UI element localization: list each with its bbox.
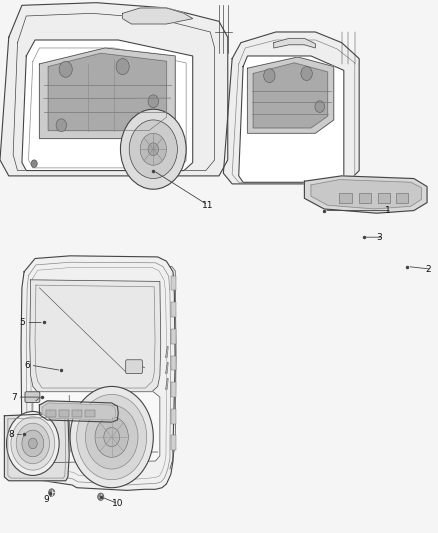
Circle shape (49, 489, 55, 496)
Bar (339, 193, 352, 203)
Bar (171, 382, 176, 397)
Circle shape (148, 95, 159, 108)
Polygon shape (253, 63, 328, 128)
Bar (171, 329, 176, 344)
Polygon shape (21, 256, 175, 490)
FancyBboxPatch shape (126, 360, 142, 374)
Polygon shape (247, 57, 334, 133)
Bar (171, 435, 176, 450)
Bar (46, 410, 56, 417)
Circle shape (22, 430, 44, 457)
Polygon shape (30, 280, 161, 394)
Circle shape (31, 160, 37, 167)
Text: 9: 9 (44, 495, 49, 504)
Text: 2: 2 (425, 265, 431, 273)
Circle shape (56, 119, 67, 132)
Text: 1: 1 (385, 206, 391, 215)
Text: 3: 3 (377, 233, 382, 241)
Polygon shape (33, 392, 160, 463)
Polygon shape (42, 403, 116, 420)
Circle shape (70, 386, 153, 488)
Polygon shape (123, 8, 193, 24)
Bar (171, 276, 176, 290)
Circle shape (98, 493, 104, 500)
Bar (171, 356, 176, 370)
Bar (59, 410, 69, 417)
Circle shape (7, 411, 59, 475)
Polygon shape (311, 180, 421, 209)
Circle shape (140, 133, 166, 165)
Polygon shape (304, 176, 427, 213)
Bar (171, 302, 176, 317)
Bar (359, 193, 371, 203)
Polygon shape (39, 48, 175, 139)
Circle shape (120, 109, 186, 189)
Polygon shape (223, 32, 359, 184)
Circle shape (129, 120, 177, 179)
Circle shape (104, 427, 120, 447)
Bar (396, 193, 408, 203)
Circle shape (95, 417, 128, 457)
Polygon shape (274, 38, 315, 48)
Circle shape (77, 394, 147, 480)
FancyBboxPatch shape (25, 392, 40, 402)
Bar (85, 410, 95, 417)
Polygon shape (4, 413, 69, 481)
Bar (171, 409, 176, 424)
Text: 5: 5 (20, 318, 25, 327)
Text: 8: 8 (8, 430, 14, 439)
Circle shape (85, 405, 138, 469)
Polygon shape (0, 3, 228, 176)
Circle shape (16, 423, 49, 464)
Circle shape (264, 69, 275, 83)
Polygon shape (22, 40, 193, 171)
Circle shape (11, 417, 55, 470)
Bar (72, 410, 82, 417)
Circle shape (315, 101, 325, 112)
Circle shape (116, 59, 129, 75)
Circle shape (59, 61, 72, 77)
Polygon shape (239, 56, 344, 182)
Circle shape (148, 143, 159, 156)
Text: 6: 6 (24, 361, 30, 369)
Circle shape (301, 67, 312, 80)
Text: 11: 11 (201, 201, 213, 209)
Circle shape (28, 438, 37, 449)
Text: 7: 7 (11, 393, 17, 401)
Polygon shape (48, 53, 166, 131)
Bar (378, 193, 390, 203)
Polygon shape (39, 401, 118, 422)
Text: 10: 10 (112, 499, 123, 508)
